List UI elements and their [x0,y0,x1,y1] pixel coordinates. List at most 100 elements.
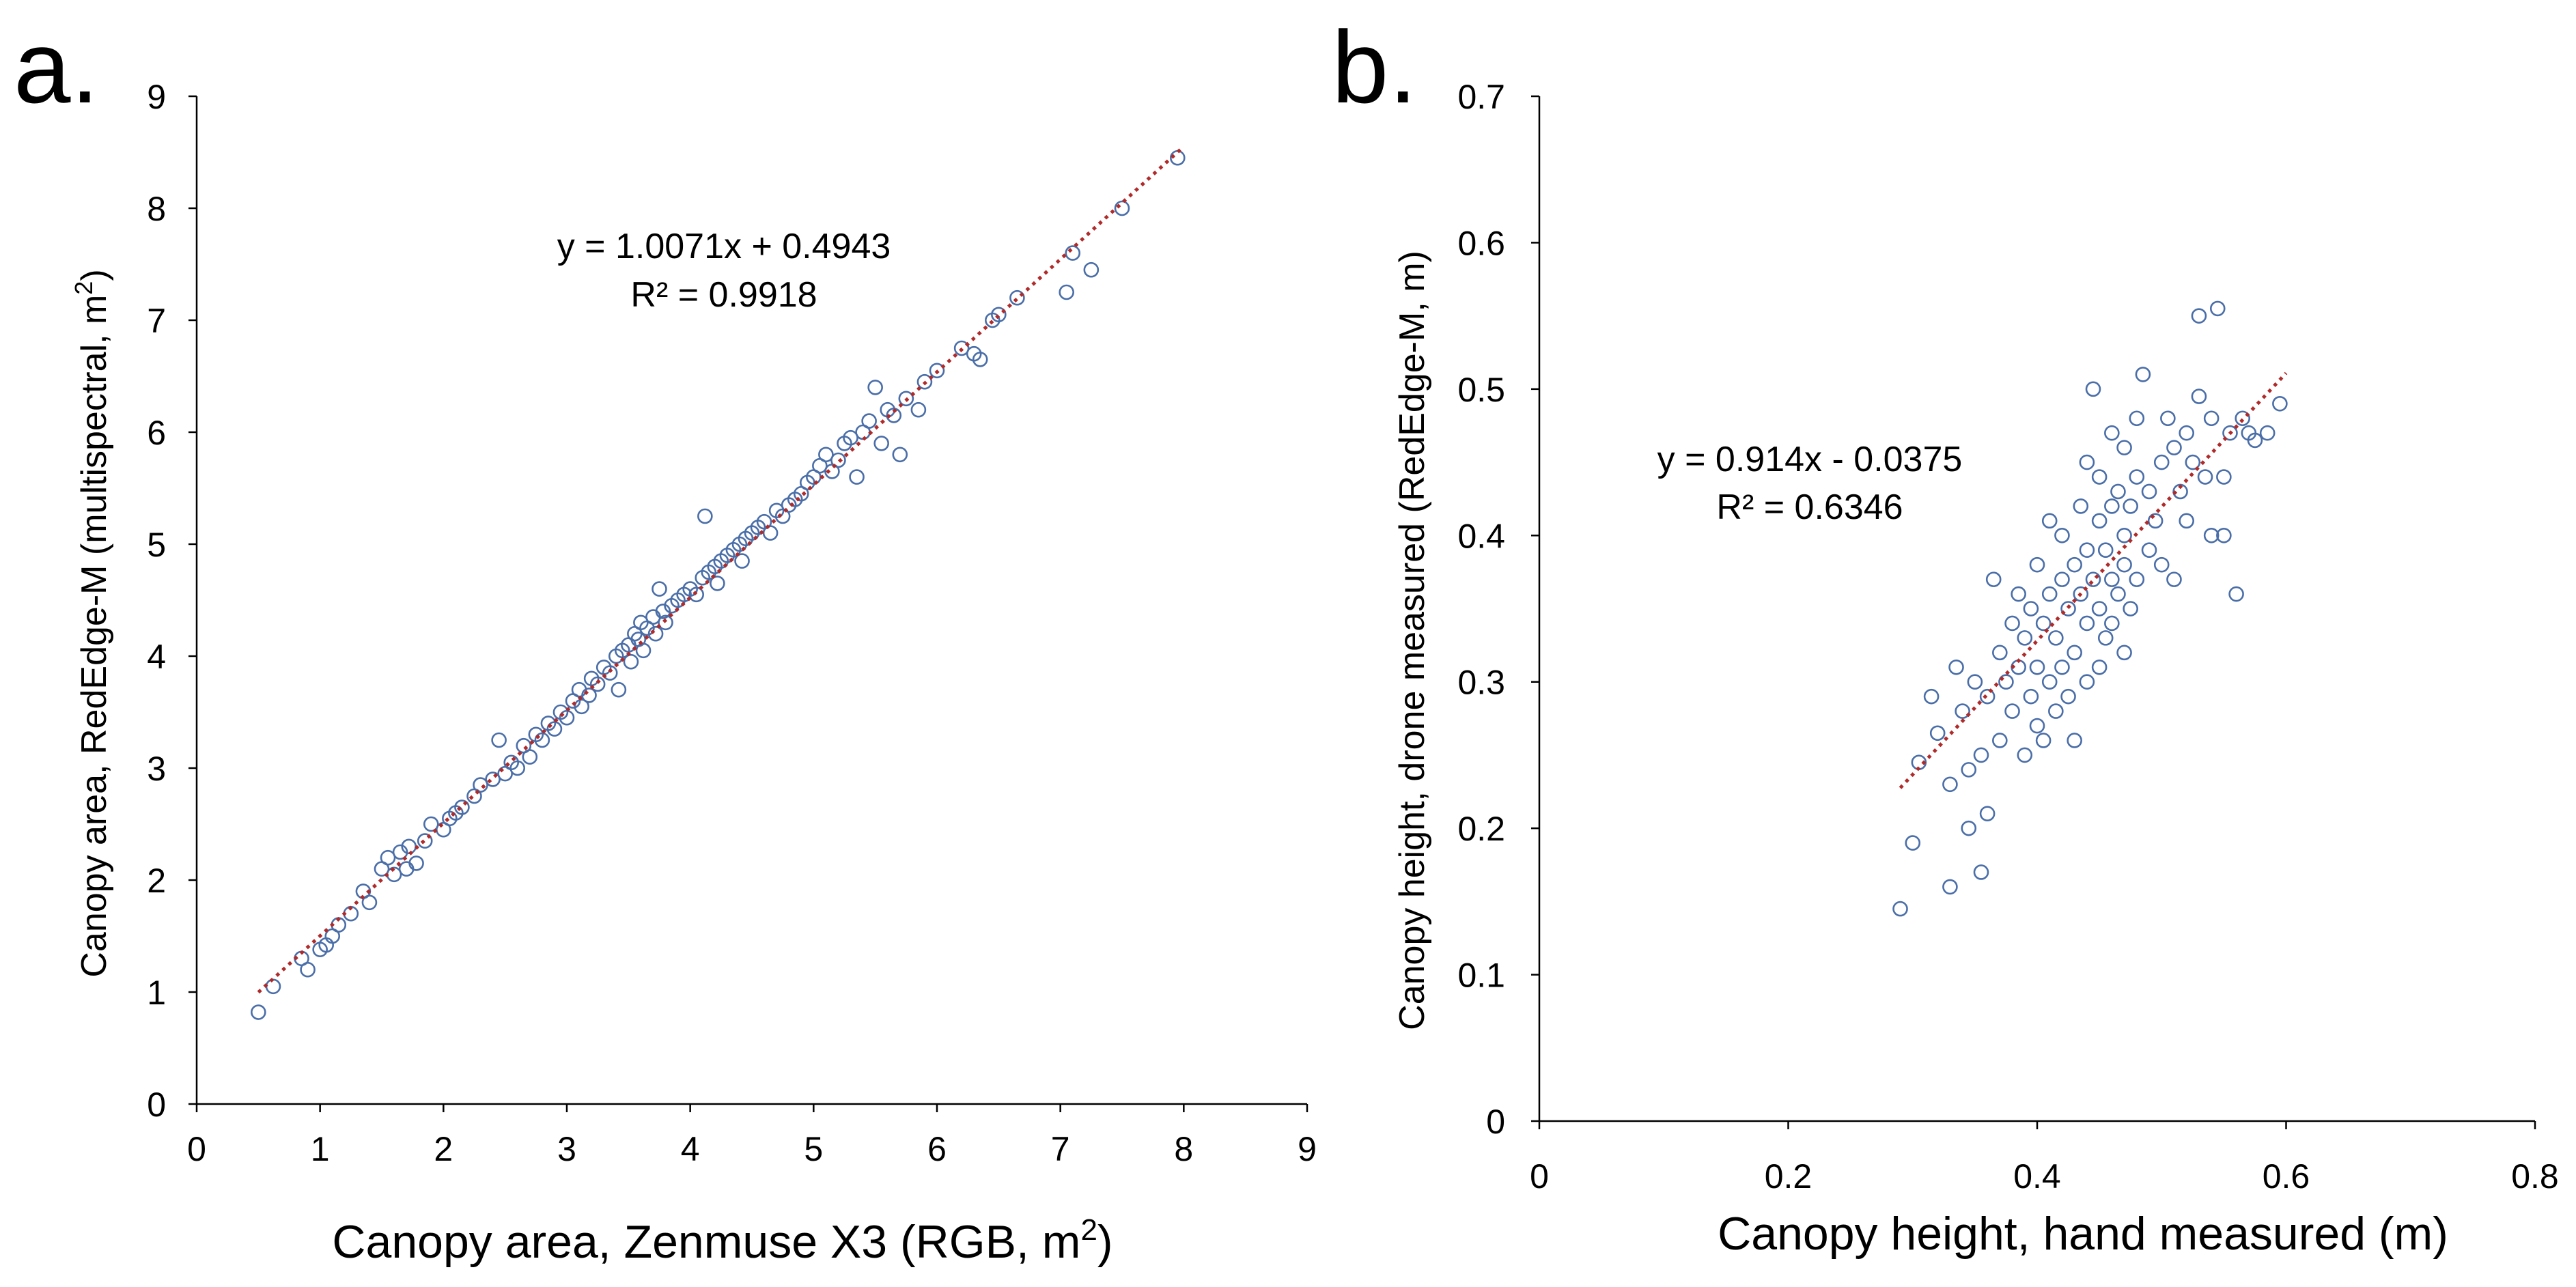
data-point [2011,586,2026,602]
data-point [2179,425,2194,441]
panel-a-axes: 0 1 2 3 4 5 6 7 8 9 0 1 2 3 4 5 6 7 8 9 [147,78,1317,1168]
data-point [1992,733,2008,748]
data-point [265,978,281,995]
y-tick-label: 9 [147,78,166,116]
data-point [2041,674,2058,690]
y-tick-label: 6 [147,414,166,452]
data-point [843,429,858,446]
y-tick-label: 7 [147,302,166,340]
data-point [1979,688,1996,705]
data-point [2147,513,2164,529]
panel-a-y-axis-title: Canopy area, RedEdge-M (multispectral, m… [70,269,114,977]
data-point [2029,659,2045,675]
data-point [2035,615,2052,632]
data-point [2203,527,2220,543]
y-tick-label: 0.5 [1457,371,1505,409]
data-point [2060,601,2076,617]
panel-b-y-axis-title: Canopy height, drone measured (RedEdge-M… [1392,251,1432,1030]
y-tick-label: 0.7 [1457,78,1505,116]
y-tick-label: 4 [147,638,166,676]
data-point [1083,261,1100,278]
data-point [635,642,652,659]
data-point [2073,586,2089,602]
data-point [2091,659,2108,675]
data-point [581,688,597,703]
data-point [2048,630,2064,646]
data-point [251,1004,266,1020]
data-point [2129,469,2145,485]
data-point [2272,395,2288,412]
data-point [1992,645,2008,661]
data-point [2222,425,2238,441]
data-point [2123,498,2138,514]
panel-a-r-squared: R² = 0.9918 [630,275,817,315]
data-point [830,452,846,468]
data-point [2079,615,2095,632]
data-point [898,391,914,407]
data-point [2079,454,2095,470]
panel-a-label: a. [14,10,99,124]
data-point [611,681,627,698]
y-tick-label: 5 [147,526,166,564]
data-point [534,732,550,748]
data-point [1009,289,1025,306]
data-point [655,604,671,619]
panel-b-scatter-chart: b. 0 0.2 0.4 0.6 0.8 0 0.1 0.2 0.3 0.4 0.5 0.6 0.7 y… [1332,10,2559,1260]
data-point [734,553,750,569]
data-point [762,525,779,541]
data-point [2035,733,2052,748]
panel-b-label: b. [1332,10,1417,124]
panel-b-axes: 0 0.2 0.4 0.6 0.8 0 0.1 0.2 0.3 0.4 0.5 0.6 0.7 [1457,78,2558,1196]
data-point [647,625,664,642]
data-point [892,447,908,463]
data-point [546,721,563,737]
data-point [1967,674,1983,690]
y-tick-label: 8 [147,190,166,228]
data-point [652,581,667,597]
data-point [2160,410,2176,427]
data-point [2179,513,2194,529]
data-point [2110,586,2126,602]
data-point [2123,601,2138,617]
data-point [2017,630,2033,646]
data-point [2129,571,2145,587]
data-point [2116,440,2132,455]
data-point [953,340,970,356]
data-point [2067,733,2082,748]
y-tick-label: 1 [147,974,166,1012]
x-tick-label: 2 [434,1130,453,1168]
data-point [623,653,639,670]
data-point [1905,835,1921,851]
data-point [2104,571,2120,587]
data-point [361,894,378,911]
data-point [1059,284,1074,300]
data-point [2054,659,2070,675]
data-point [2041,513,2058,529]
data-point [392,844,408,860]
data-point [574,698,589,715]
data-point [454,800,470,815]
data-point [2129,410,2145,427]
data-point [658,614,673,631]
data-point [1929,725,1946,741]
data-point [509,760,526,776]
data-point [1114,200,1130,216]
data-point [2023,688,2039,705]
y-tick-label: 0.2 [1457,810,1505,848]
data-point [818,447,834,463]
x-tick-label: 6 [927,1130,947,1168]
data-point [2004,615,2020,632]
data-point [423,816,439,832]
x-tick-label: 0 [187,1130,206,1168]
x-tick-label: 5 [804,1130,823,1168]
y-tick-label: 0 [147,1086,166,1124]
x-tick-label: 0.2 [1765,1157,1812,1196]
data-point [2104,425,2120,441]
data-point [2067,645,2082,661]
data-point [2197,469,2213,485]
panel-b-trendline [1899,371,2288,789]
data-point [1942,879,1958,895]
data-point [972,352,988,367]
data-point [2004,703,2020,719]
data-point [2091,469,2108,485]
